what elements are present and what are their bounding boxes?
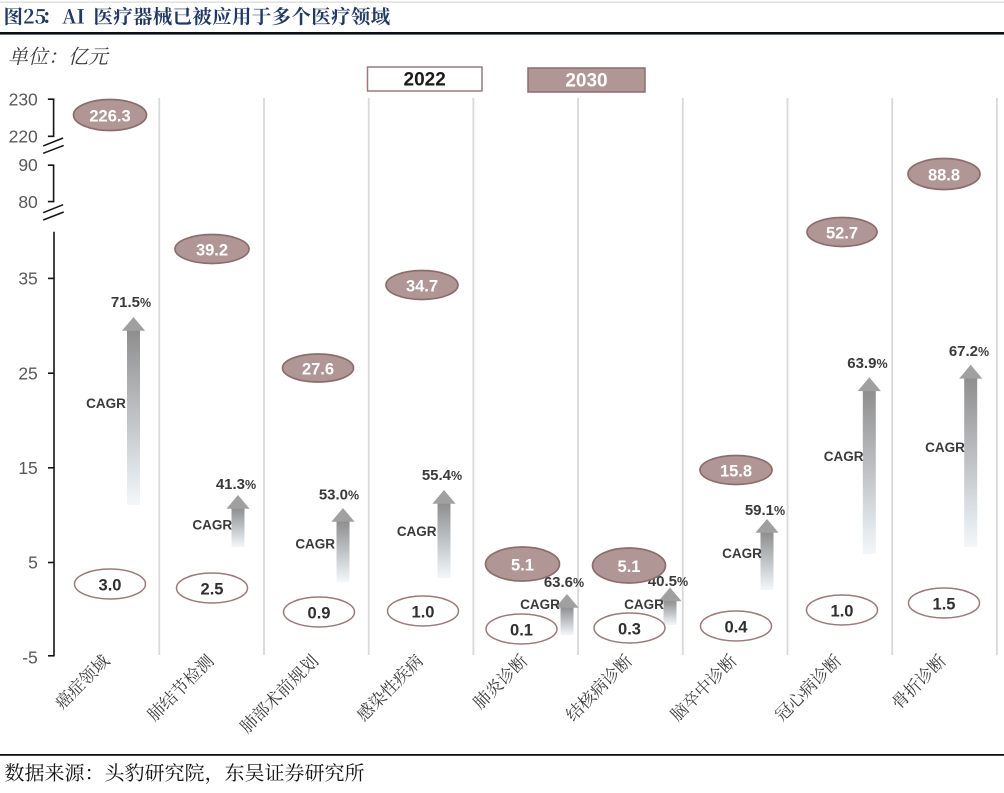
svg-text:90: 90 [18,155,38,175]
svg-text:5.1: 5.1 [511,557,534,575]
svg-text:CAGR: CAGR [824,449,864,464]
svg-text:2022: 2022 [404,70,446,91]
svg-text:CAGR: CAGR [86,396,126,411]
svg-text:0.4: 0.4 [725,619,749,637]
svg-text:1.0: 1.0 [412,604,435,622]
svg-text:CAGR: CAGR [520,597,560,612]
svg-text:CAGR: CAGR [295,536,335,551]
svg-text:220: 220 [9,127,38,147]
svg-text:0.3: 0.3 [618,621,641,639]
svg-text:53.0%: 53.0% [319,487,359,504]
svg-text:CAGR: CAGR [397,524,437,539]
svg-text:39.2: 39.2 [196,242,228,260]
svg-text:25: 25 [18,363,37,383]
svg-text:CAGR: CAGR [722,546,762,561]
svg-text:40.5%: 40.5% [648,573,688,590]
svg-text:63.9%: 63.9% [847,355,887,372]
svg-text:71.5%: 71.5% [111,294,151,311]
svg-text:2030: 2030 [565,71,607,92]
svg-text:41.3%: 41.3% [216,476,256,493]
svg-text:5.1: 5.1 [618,558,641,576]
svg-text:2.5: 2.5 [201,581,224,599]
svg-text:15.8: 15.8 [720,463,752,481]
svg-text:CAGR: CAGR [192,517,232,532]
svg-text:5: 5 [28,553,38,573]
svg-text:80: 80 [18,192,38,212]
svg-text:1.0: 1.0 [831,603,854,621]
svg-text:52.7: 52.7 [826,225,858,243]
svg-text:63.6%: 63.6% [544,574,584,591]
svg-text:59.1%: 59.1% [745,502,785,519]
svg-text:1.5: 1.5 [933,596,956,614]
svg-text:0.1: 0.1 [510,622,533,640]
svg-text:-5: -5 [22,648,38,668]
svg-text:230: 230 [9,90,38,110]
svg-text:CAGR: CAGR [624,597,664,612]
svg-text:27.6: 27.6 [302,361,334,379]
svg-text:15: 15 [18,458,37,478]
svg-text:55.4%: 55.4% [422,467,462,484]
svg-text:226.3: 226.3 [89,108,130,126]
svg-text:67.2%: 67.2% [949,343,989,360]
svg-text:3.0: 3.0 [99,577,122,595]
svg-text:35: 35 [18,269,37,289]
svg-text:34.7: 34.7 [406,278,438,296]
svg-text:CAGR: CAGR [925,440,965,455]
svg-text:88.8: 88.8 [928,167,960,185]
svg-text:0.9: 0.9 [308,605,331,623]
